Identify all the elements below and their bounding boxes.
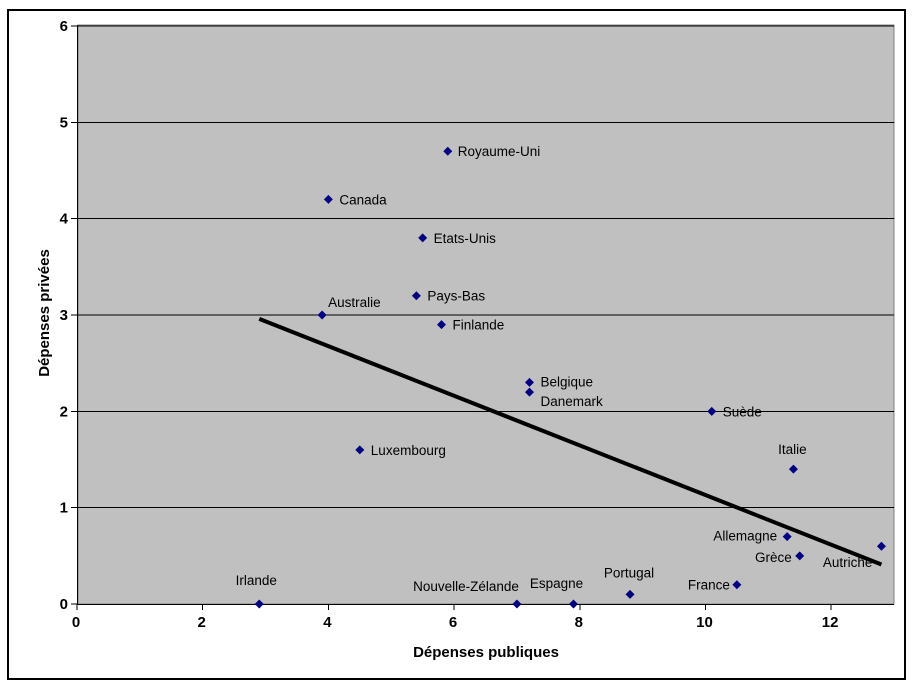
x-tick-label: 12 <box>822 614 839 631</box>
data-point-marker-allemagne <box>782 532 792 542</box>
data-point-marker-royaume-uni <box>443 146 453 156</box>
y-axis-title: Dépenses privées <box>36 249 53 377</box>
data-point-marker-australie <box>317 310 327 320</box>
x-tick-label: 8 <box>575 614 583 631</box>
data-point-marker-france <box>732 580 742 590</box>
data-point-label-portugal: Portugal <box>604 565 654 580</box>
y-tick-label: 4 <box>60 211 69 228</box>
data-point-marker-irlande <box>254 599 264 609</box>
data-point-marker-canada <box>323 194 333 204</box>
data-point-label-autriche: Autriche <box>823 555 873 570</box>
data-point-label-espagne: Espagne <box>530 576 583 591</box>
x-tick-label: 4 <box>323 614 332 631</box>
data-point-label-su-de: Suède <box>723 404 762 419</box>
data-point-marker-finlande <box>437 320 447 330</box>
data-point-label-france: France <box>688 578 730 593</box>
data-point-marker-portugal <box>625 589 635 599</box>
y-tick-label: 5 <box>60 114 68 131</box>
data-point-label-australie: Australie <box>328 295 381 310</box>
data-point-marker-etats-unis <box>418 233 428 243</box>
y-tick-label: 0 <box>60 596 68 613</box>
y-tick-label: 6 <box>60 18 68 35</box>
data-point-marker-pays-bas <box>411 291 421 301</box>
trendline <box>258 316 883 567</box>
data-point-label-royaume-uni: Royaume-Uni <box>458 144 541 159</box>
data-point-label-allemagne: Allemagne <box>713 529 777 544</box>
data-point-marker-espagne <box>568 599 578 609</box>
x-tick-label: 0 <box>72 614 80 631</box>
data-point-marker-su-de <box>707 406 717 416</box>
data-point-label-canada: Canada <box>339 192 387 207</box>
chart-border <box>7 9 906 680</box>
data-point-label-italie: Italie <box>778 442 807 457</box>
data-point-marker-italie <box>788 464 798 474</box>
data-point-label-gr-ce: Grèce <box>755 550 792 565</box>
y-tick-label: 1 <box>60 500 68 517</box>
data-point-marker-belgique <box>524 377 534 387</box>
data-point-label-etats-unis: Etats-Unis <box>434 231 497 246</box>
x-tick-label: 2 <box>198 614 206 631</box>
x-axis-title: Dépenses publiques <box>413 644 559 661</box>
data-point-label-irlande: Irlande <box>236 573 277 588</box>
data-point-marker-danemark <box>524 387 534 397</box>
data-point-label-danemark: Danemark <box>540 394 603 409</box>
data-point-label-nouvelle-z-lande: Nouvelle-Zélande <box>413 579 519 594</box>
x-tick-label: 6 <box>449 614 457 631</box>
data-point-label-finlande: Finlande <box>453 318 505 333</box>
data-point-label-belgique: Belgique <box>540 374 593 389</box>
data-point-label-pays-bas: Pays-Bas <box>427 289 485 304</box>
y-tick-label: 2 <box>60 403 68 420</box>
y-tick-label: 3 <box>60 307 68 324</box>
data-point-marker-gr-ce <box>795 551 805 561</box>
data-point-label-luxembourg: Luxembourg <box>371 443 446 458</box>
data-point-marker-nouvelle-z-lande <box>512 599 522 609</box>
data-point-marker-luxembourg <box>355 445 365 455</box>
x-tick-label: 10 <box>696 614 713 631</box>
data-point-marker-autriche <box>876 541 886 551</box>
